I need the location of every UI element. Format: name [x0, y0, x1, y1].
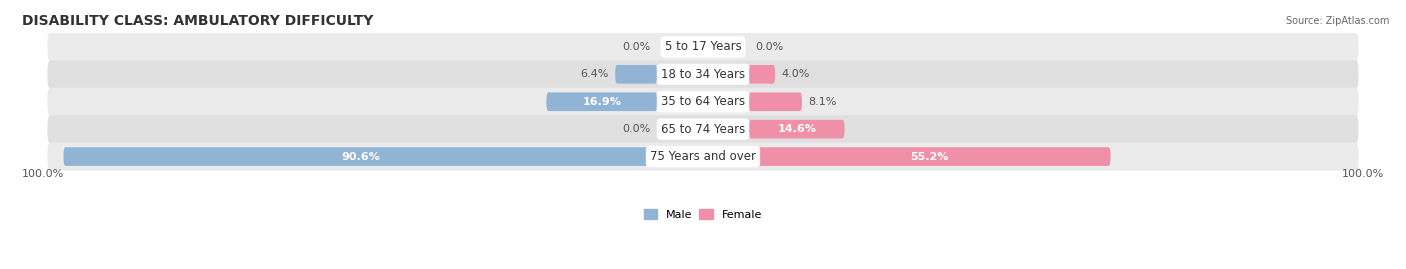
Text: 8.1%: 8.1% [808, 97, 837, 107]
Text: 5 to 17 Years: 5 to 17 Years [665, 40, 741, 54]
Text: 100.0%: 100.0% [1343, 169, 1385, 179]
Text: 14.6%: 14.6% [778, 124, 815, 134]
Text: 75 Years and over: 75 Years and over [650, 150, 756, 163]
Text: 35 to 64 Years: 35 to 64 Years [661, 95, 745, 108]
FancyBboxPatch shape [749, 93, 801, 111]
FancyBboxPatch shape [48, 33, 1358, 61]
Text: 6.4%: 6.4% [581, 69, 609, 79]
Text: 100.0%: 100.0% [21, 169, 63, 179]
Text: 0.0%: 0.0% [623, 42, 651, 52]
FancyBboxPatch shape [749, 65, 775, 84]
FancyBboxPatch shape [616, 65, 657, 84]
Text: 4.0%: 4.0% [782, 69, 810, 79]
Text: 0.0%: 0.0% [755, 42, 783, 52]
Text: 18 to 34 Years: 18 to 34 Years [661, 68, 745, 81]
Text: 55.2%: 55.2% [911, 151, 949, 162]
Text: 16.9%: 16.9% [582, 97, 621, 107]
FancyBboxPatch shape [547, 93, 657, 111]
Text: 65 to 74 Years: 65 to 74 Years [661, 123, 745, 136]
FancyBboxPatch shape [48, 143, 1358, 171]
FancyBboxPatch shape [48, 60, 1358, 88]
Text: 90.6%: 90.6% [340, 151, 380, 162]
FancyBboxPatch shape [749, 147, 1111, 166]
FancyBboxPatch shape [48, 115, 1358, 143]
FancyBboxPatch shape [63, 147, 657, 166]
Text: 0.0%: 0.0% [623, 124, 651, 134]
Legend: Male, Female: Male, Female [644, 209, 762, 220]
FancyBboxPatch shape [749, 120, 845, 139]
Text: DISABILITY CLASS: AMBULATORY DIFFICULTY: DISABILITY CLASS: AMBULATORY DIFFICULTY [21, 14, 373, 28]
FancyBboxPatch shape [48, 88, 1358, 116]
Text: Source: ZipAtlas.com: Source: ZipAtlas.com [1285, 16, 1389, 26]
